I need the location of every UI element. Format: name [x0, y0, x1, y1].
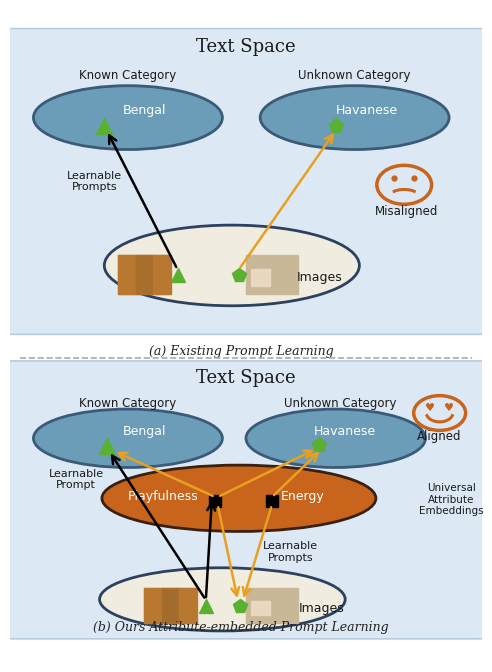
Text: Learnable
Prompt: Learnable Prompt	[48, 468, 103, 490]
Text: Known Category: Known Category	[79, 69, 177, 82]
Text: Learnable
Prompts: Learnable Prompts	[67, 171, 123, 192]
Bar	[246, 255, 298, 294]
Bar	[251, 269, 270, 286]
Bar	[246, 588, 298, 623]
Bar	[145, 588, 196, 623]
Bar	[162, 588, 180, 623]
Text: Bengal: Bengal	[123, 104, 166, 118]
Text: Havanese: Havanese	[336, 104, 398, 118]
Bar	[180, 588, 197, 623]
Text: Universal
Attribute
Embeddings: Universal Attribute Embeddings	[419, 483, 484, 517]
Bar	[119, 255, 170, 294]
Ellipse shape	[99, 568, 345, 631]
Text: Bengal: Bengal	[123, 425, 166, 438]
FancyBboxPatch shape	[5, 28, 487, 335]
Ellipse shape	[246, 409, 426, 468]
Text: Energy: Energy	[281, 490, 325, 503]
Ellipse shape	[260, 85, 449, 149]
Text: (a) Existing Prompt Learning: (a) Existing Prompt Learning	[149, 345, 334, 358]
Text: Aligned: Aligned	[417, 430, 462, 444]
Text: (b) Ours Attribute-embedded Prompt Learning: (b) Ours Attribute-embedded Prompt Learn…	[93, 622, 389, 634]
Ellipse shape	[33, 409, 222, 468]
Bar	[251, 601, 270, 615]
Bar	[145, 588, 162, 623]
Text: Learnable
Prompts: Learnable Prompts	[263, 541, 318, 562]
Ellipse shape	[33, 85, 222, 149]
Text: ♥: ♥	[444, 403, 454, 413]
Text: Unknown Category: Unknown Category	[284, 397, 397, 410]
Text: ♥: ♥	[425, 403, 435, 413]
Text: Text Space: Text Space	[196, 38, 296, 56]
Bar	[119, 255, 136, 294]
Ellipse shape	[102, 465, 376, 532]
FancyBboxPatch shape	[5, 361, 487, 639]
Text: Unknown Category: Unknown Category	[298, 69, 411, 82]
Text: Images: Images	[299, 602, 344, 616]
Text: Havanese: Havanese	[314, 425, 376, 438]
Text: Images: Images	[296, 271, 342, 284]
Bar	[154, 255, 171, 294]
Text: Misaligned: Misaligned	[375, 205, 438, 218]
Text: Text Space: Text Space	[196, 370, 296, 387]
Text: Playfulness: Playfulness	[128, 490, 199, 503]
Bar	[136, 255, 154, 294]
Text: Known Category: Known Category	[79, 397, 177, 410]
Ellipse shape	[104, 225, 359, 306]
